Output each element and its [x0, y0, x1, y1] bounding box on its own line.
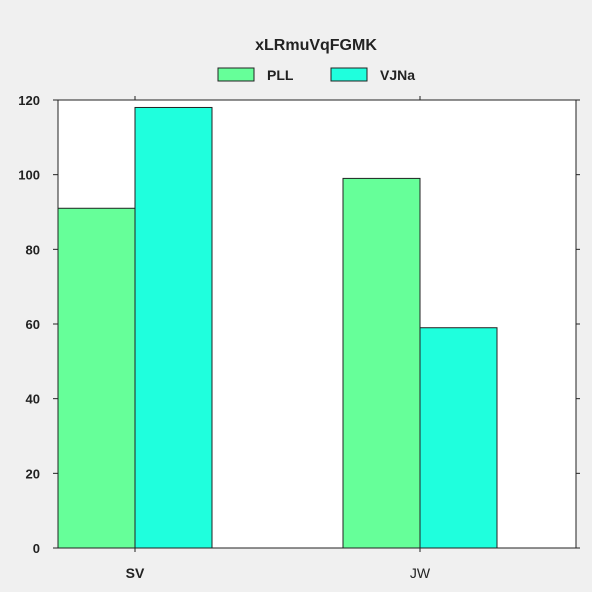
- y-ticks: 0 20 40 60 80 100 120: [18, 93, 580, 556]
- legend-swatch-pll: [217, 67, 255, 82]
- legend-swatch-vjna: [330, 67, 368, 82]
- legend-label-pll: PLL: [267, 67, 294, 83]
- bars: [57, 106, 498, 549]
- bar-vjna-jw: [419, 327, 498, 549]
- chart-title: xLRmuVqFGMK: [255, 37, 377, 54]
- y-tick-label: 20: [26, 466, 40, 481]
- legend: PLL VJNa: [217, 67, 415, 83]
- x-tick-label-jw: JW: [410, 565, 431, 581]
- y-tick-label: 120: [18, 93, 40, 108]
- x-ticks: SV JW: [126, 96, 431, 581]
- legend-label-vjna: VJNa: [380, 67, 415, 83]
- y-tick-label: 0: [33, 541, 40, 556]
- bar-pll-jw: [342, 177, 421, 549]
- y-tick-label: 60: [26, 317, 40, 332]
- bar-vjna-sv: [134, 106, 213, 549]
- y-tick-label: 80: [26, 242, 40, 257]
- bar-pll-sv: [57, 207, 136, 549]
- y-tick-label: 40: [26, 392, 40, 407]
- x-tick-label-sv: SV: [126, 565, 145, 581]
- y-tick-label: 100: [18, 168, 40, 183]
